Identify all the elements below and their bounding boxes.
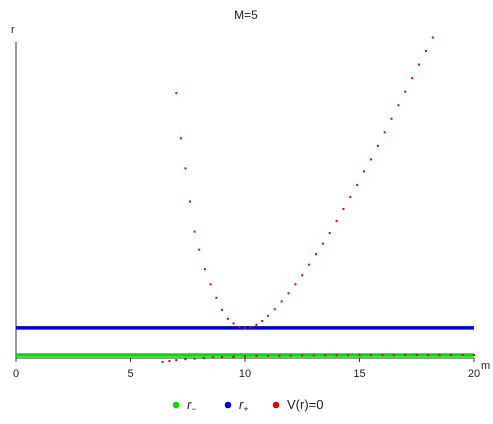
legend-label: V(r)=0 [287,397,323,412]
data-point [450,354,453,357]
data-point [358,354,361,357]
data-point [211,356,214,359]
data-point [349,195,352,198]
x-tick-label: 5 [127,368,133,380]
data-point [431,36,434,39]
data-point [202,357,205,359]
data-point [411,77,414,80]
data-point [314,253,317,256]
data-point [244,326,246,329]
data-point [238,326,241,329]
data-point [473,354,475,357]
data-point [328,232,331,235]
data-point [184,167,187,170]
data-point [312,354,315,357]
data-point [175,359,178,362]
data-point [232,355,235,358]
data-point [335,354,338,357]
legend-marker [272,401,280,409]
data-point [221,356,224,359]
data-point [301,274,304,277]
data-point [203,268,206,271]
data-point [273,308,276,311]
legend-marker [224,401,232,409]
data-point [280,300,283,303]
data-point [249,326,252,329]
data-point [215,296,218,299]
data-point [397,104,400,107]
data-point [175,92,178,95]
legend-label: r− [187,397,197,414]
data-point [287,292,290,295]
data-point [278,354,281,357]
data-point [418,63,421,66]
data-point [369,354,372,357]
chart-title: M=5 [234,8,258,22]
data-point [438,354,441,357]
data-point [184,358,187,361]
x-tick-label: 10 [239,368,251,380]
data-point [376,144,379,147]
data-point [189,200,192,203]
data-point [221,308,224,311]
data-point [321,242,324,245]
data-point [161,360,164,363]
y-axis-label: r [11,24,15,36]
data-point [415,354,418,357]
data-point [209,283,212,286]
data-point [266,354,269,357]
data-point [363,170,366,173]
x-tick-label: 20 [468,368,480,380]
data-point [392,354,395,357]
data-point [335,220,338,223]
data-point [255,355,258,358]
data-point [294,283,297,286]
data-point [255,323,258,326]
x-axis-label: m [481,360,490,372]
x-tick-label: 0 [13,368,19,380]
data-point [427,354,430,357]
series-2 [161,36,475,363]
data-point [198,248,201,251]
data-point [193,230,196,233]
data-point [193,357,196,360]
x-tick-label: 15 [353,368,365,380]
data-point [381,354,384,357]
data-point [244,355,246,358]
data-point [308,263,311,266]
data-point [404,354,407,357]
data-point [266,314,269,317]
data-point [301,354,304,357]
data-point [461,354,464,357]
data-point [404,90,407,93]
data-point [289,354,292,357]
data-point [390,117,393,120]
data-point [168,360,171,363]
data-point [232,322,235,325]
data-point [342,208,345,211]
data-point [261,319,264,322]
data-point [424,50,427,53]
data-point [356,183,359,186]
data-point [347,354,350,357]
data-point [226,317,229,320]
legend: r− r+ V(r)=0 [172,397,323,414]
data-point [324,354,327,357]
data-point [179,137,182,140]
data-point [383,131,386,134]
data-point [369,158,372,161]
legend-marker [172,401,180,409]
legend-label: r+ [239,397,249,414]
